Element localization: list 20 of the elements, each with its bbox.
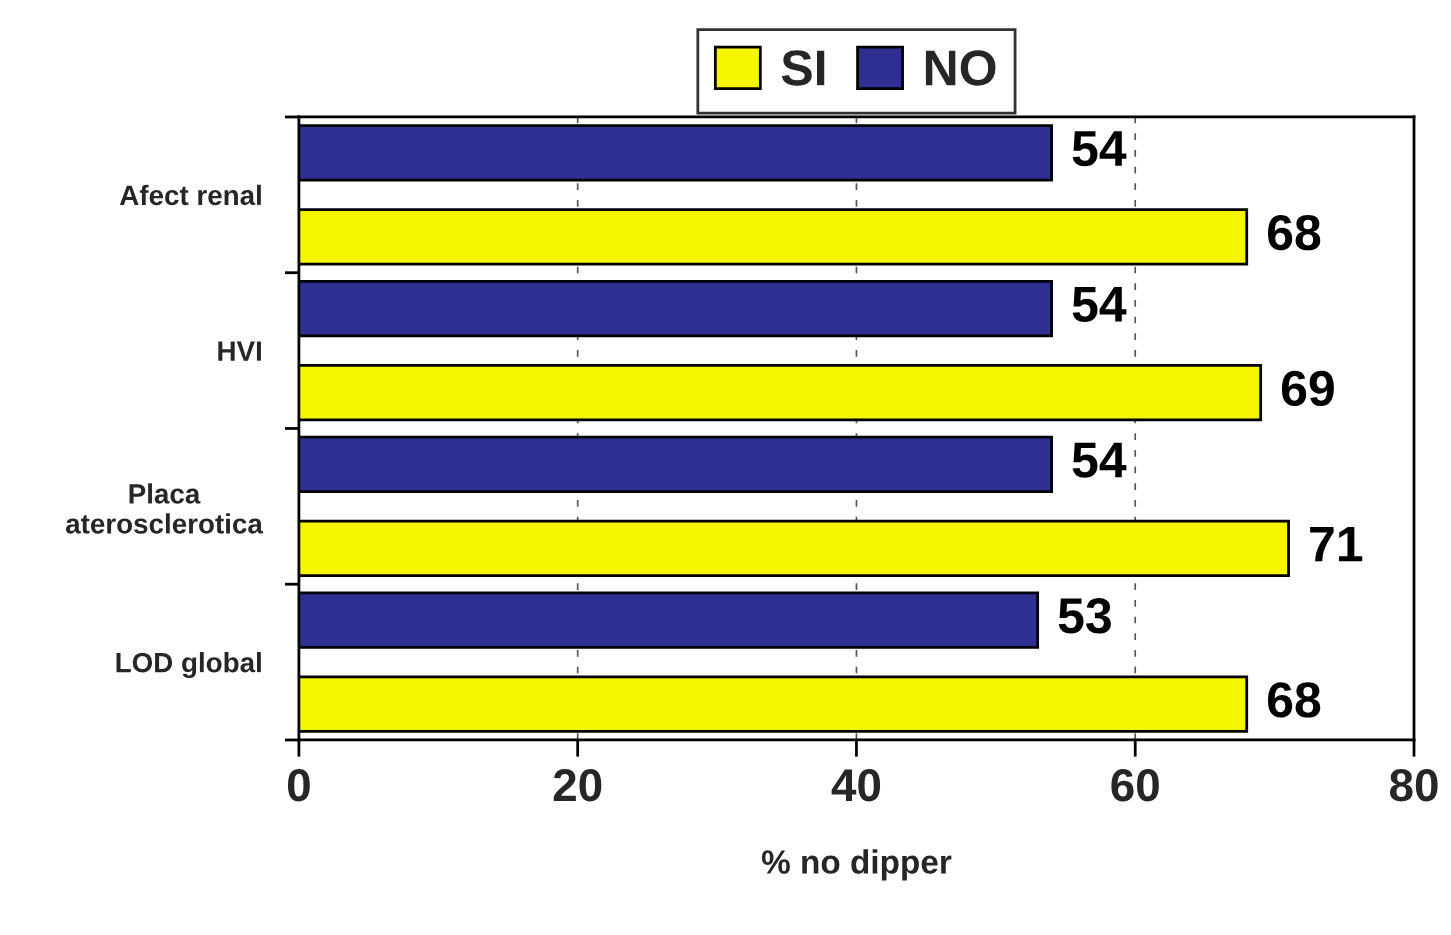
data-label: 71 bbox=[1310, 526, 1363, 562]
y-tick-label: HVI bbox=[218, 341, 261, 361]
data-label: 53 bbox=[1058, 598, 1111, 634]
x-axis-title: % no dipper bbox=[761, 849, 952, 881]
x-tick-label: 20 bbox=[553, 768, 602, 802]
legend-label: SI bbox=[781, 50, 825, 86]
y-tick-label: LOD global bbox=[116, 652, 261, 679]
data-label: 54 bbox=[1072, 131, 1127, 167]
legend-label: NO bbox=[925, 50, 996, 86]
data-label: 68 bbox=[1268, 682, 1321, 718]
x-tick-label: 0 bbox=[287, 768, 310, 802]
x-tick-label: 40 bbox=[831, 768, 881, 802]
x-tick-label: 60 bbox=[1111, 768, 1159, 802]
y-tick-label: Placa aterosclerotica bbox=[65, 483, 263, 534]
data-label: 54 bbox=[1072, 442, 1127, 478]
y-tick-label: Afect renal bbox=[119, 184, 261, 206]
data-label: 68 bbox=[1268, 214, 1321, 251]
x-tick-label: 80 bbox=[1389, 768, 1438, 802]
data-label: 54 bbox=[1072, 287, 1127, 322]
data-label: 69 bbox=[1281, 370, 1334, 407]
